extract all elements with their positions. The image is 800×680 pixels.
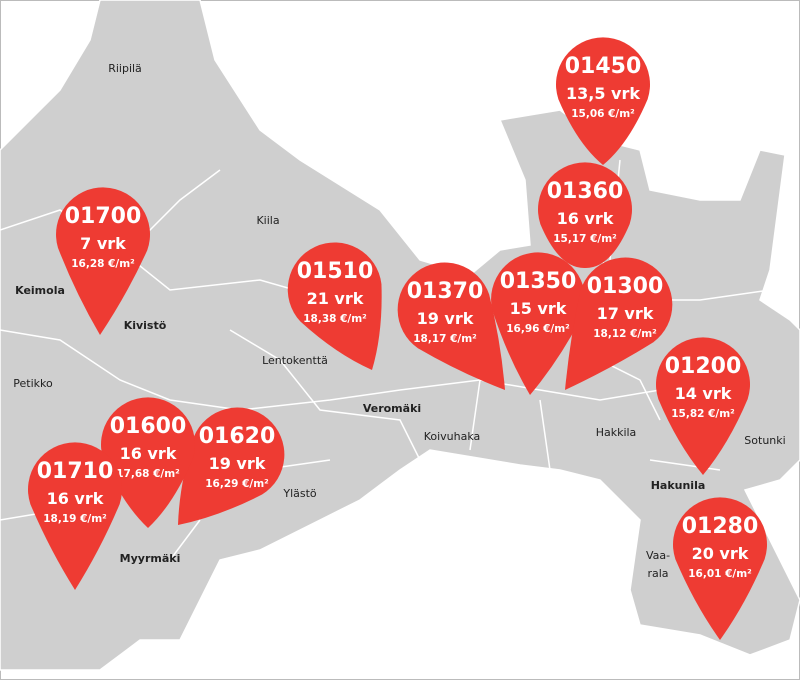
pin-shape <box>656 337 750 475</box>
pin-code: 01280 <box>682 514 759 539</box>
pin-shape <box>556 37 650 165</box>
pin-price: 16,29 €/m² <box>205 478 269 490</box>
pin-shape <box>178 407 285 525</box>
place-label: rala <box>647 567 668 580</box>
pin-price: 18,38 €/m² <box>303 313 367 325</box>
pin: 01300 17 vrk 18,12 €/m² <box>565 257 673 390</box>
pin-price: 17,68 €/m² <box>116 468 180 480</box>
pin: 01350 15 vrk 16,96 €/m² <box>491 252 585 396</box>
pin-code: 01510 <box>297 259 374 284</box>
pin-days: 16 vrk <box>47 489 104 508</box>
pin: 01600 16 vrk 17,68 €/m² <box>101 397 195 528</box>
pin-code: 01300 <box>587 274 664 299</box>
place-label: Keimola <box>15 284 65 297</box>
pin-code: 01370 <box>407 279 484 304</box>
pin-shape <box>397 262 505 391</box>
pin-price: 16,28 €/m² <box>71 258 135 270</box>
pin-shape <box>101 397 195 528</box>
pin: 01280 20 vrk 16,01 €/m² <box>673 497 767 640</box>
place-label: Koivuhaka <box>424 430 481 443</box>
pin-price: 15,17 €/m² <box>553 233 617 245</box>
pin-price: 15,06 €/m² <box>571 108 635 120</box>
pin-price: 16,96 €/m² <box>506 323 570 335</box>
pin-shape <box>287 242 382 370</box>
place-label: Hakunila <box>651 479 706 492</box>
pin: 01710 16 vrk 18,19 €/m² <box>28 442 123 590</box>
pin-shape <box>491 252 585 396</box>
pins: 01450 13,5 vrk 15,06 €/m² 01700 7 vrk 16,28 €… <box>28 37 767 640</box>
pin-days: 16 vrk <box>120 444 177 463</box>
pin-price: 16,01 €/m² <box>688 568 752 580</box>
place-label: Vaa- <box>646 549 670 562</box>
pin-price: 18,19 €/m² <box>43 513 107 525</box>
pin: 01370 19 vrk 18,17 €/m² <box>397 262 505 391</box>
pin-shape <box>56 187 151 336</box>
place-label: Sotunki <box>744 434 785 447</box>
pin: 01450 13,5 vrk 15,06 €/m² <box>556 37 650 165</box>
pin-price: 15,82 €/m² <box>671 408 735 420</box>
place-label: Veromäki <box>363 402 421 415</box>
place-label: Riipilä <box>108 62 142 75</box>
pin: 01700 7 vrk 16,28 €/m² <box>56 187 151 336</box>
pin-days: 19 vrk <box>417 309 474 328</box>
pin: 01360 16 vrk 15,17 €/m² <box>538 162 632 269</box>
place-label: Petikko <box>13 377 53 390</box>
place-label: Myyrmäki <box>120 552 181 565</box>
place-label: Lentokenttä <box>262 354 328 367</box>
place-label: Kivistö <box>124 319 167 332</box>
pin-code: 01620 <box>199 424 276 449</box>
pin-code: 01450 <box>565 54 642 79</box>
pin-price: 18,12 €/m² <box>593 328 657 340</box>
pin: 01510 21 vrk 18,38 €/m² <box>287 242 382 370</box>
pin-code: 01700 <box>65 204 142 229</box>
pin-days: 21 vrk <box>307 289 364 308</box>
pin-days: 15 vrk <box>510 299 567 318</box>
pin-price: 18,17 €/m² <box>413 333 477 345</box>
pin-shape <box>565 257 673 390</box>
pin-shape <box>538 162 632 269</box>
place-label: Kiila <box>256 214 279 227</box>
pin: 01200 14 vrk 15,82 €/m² <box>656 337 750 475</box>
pin-days: 14 vrk <box>675 384 732 403</box>
pin: 01620 19 vrk 16,29 €/m² <box>178 407 285 525</box>
pin-code: 01360 <box>547 179 624 204</box>
pin-code: 01710 <box>37 459 114 484</box>
pin-shape <box>673 497 767 640</box>
pin-code: 01600 <box>110 414 187 439</box>
pin-shape <box>28 442 123 590</box>
place-label: Hakkila <box>596 426 637 439</box>
pin-days: 7 vrk <box>80 234 126 253</box>
pin-days: 16 vrk <box>557 209 614 228</box>
pin-days: 19 vrk <box>209 454 266 473</box>
pin-days: 17 vrk <box>597 304 654 323</box>
place-labels: Riipilä Kiila Keimola Kivistö Petikko Lentoke… <box>13 62 785 580</box>
pin-days: 20 vrk <box>692 544 749 563</box>
pin-code: 01200 <box>665 354 742 379</box>
pin-days: 13,5 vrk <box>566 84 640 103</box>
place-label: Ylästö <box>282 487 317 500</box>
pin-code: 01350 <box>500 269 577 294</box>
